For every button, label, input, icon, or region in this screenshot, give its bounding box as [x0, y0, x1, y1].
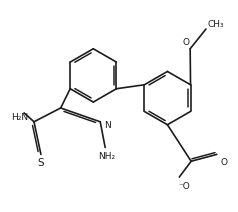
Text: CH₃: CH₃	[208, 20, 225, 29]
Text: ⁻O: ⁻O	[178, 182, 190, 191]
Text: O: O	[221, 158, 228, 167]
Text: NH₂: NH₂	[99, 152, 116, 161]
Text: H₂N: H₂N	[11, 113, 28, 122]
Text: N: N	[104, 121, 111, 130]
Text: O: O	[183, 38, 190, 47]
Text: S: S	[38, 158, 44, 168]
